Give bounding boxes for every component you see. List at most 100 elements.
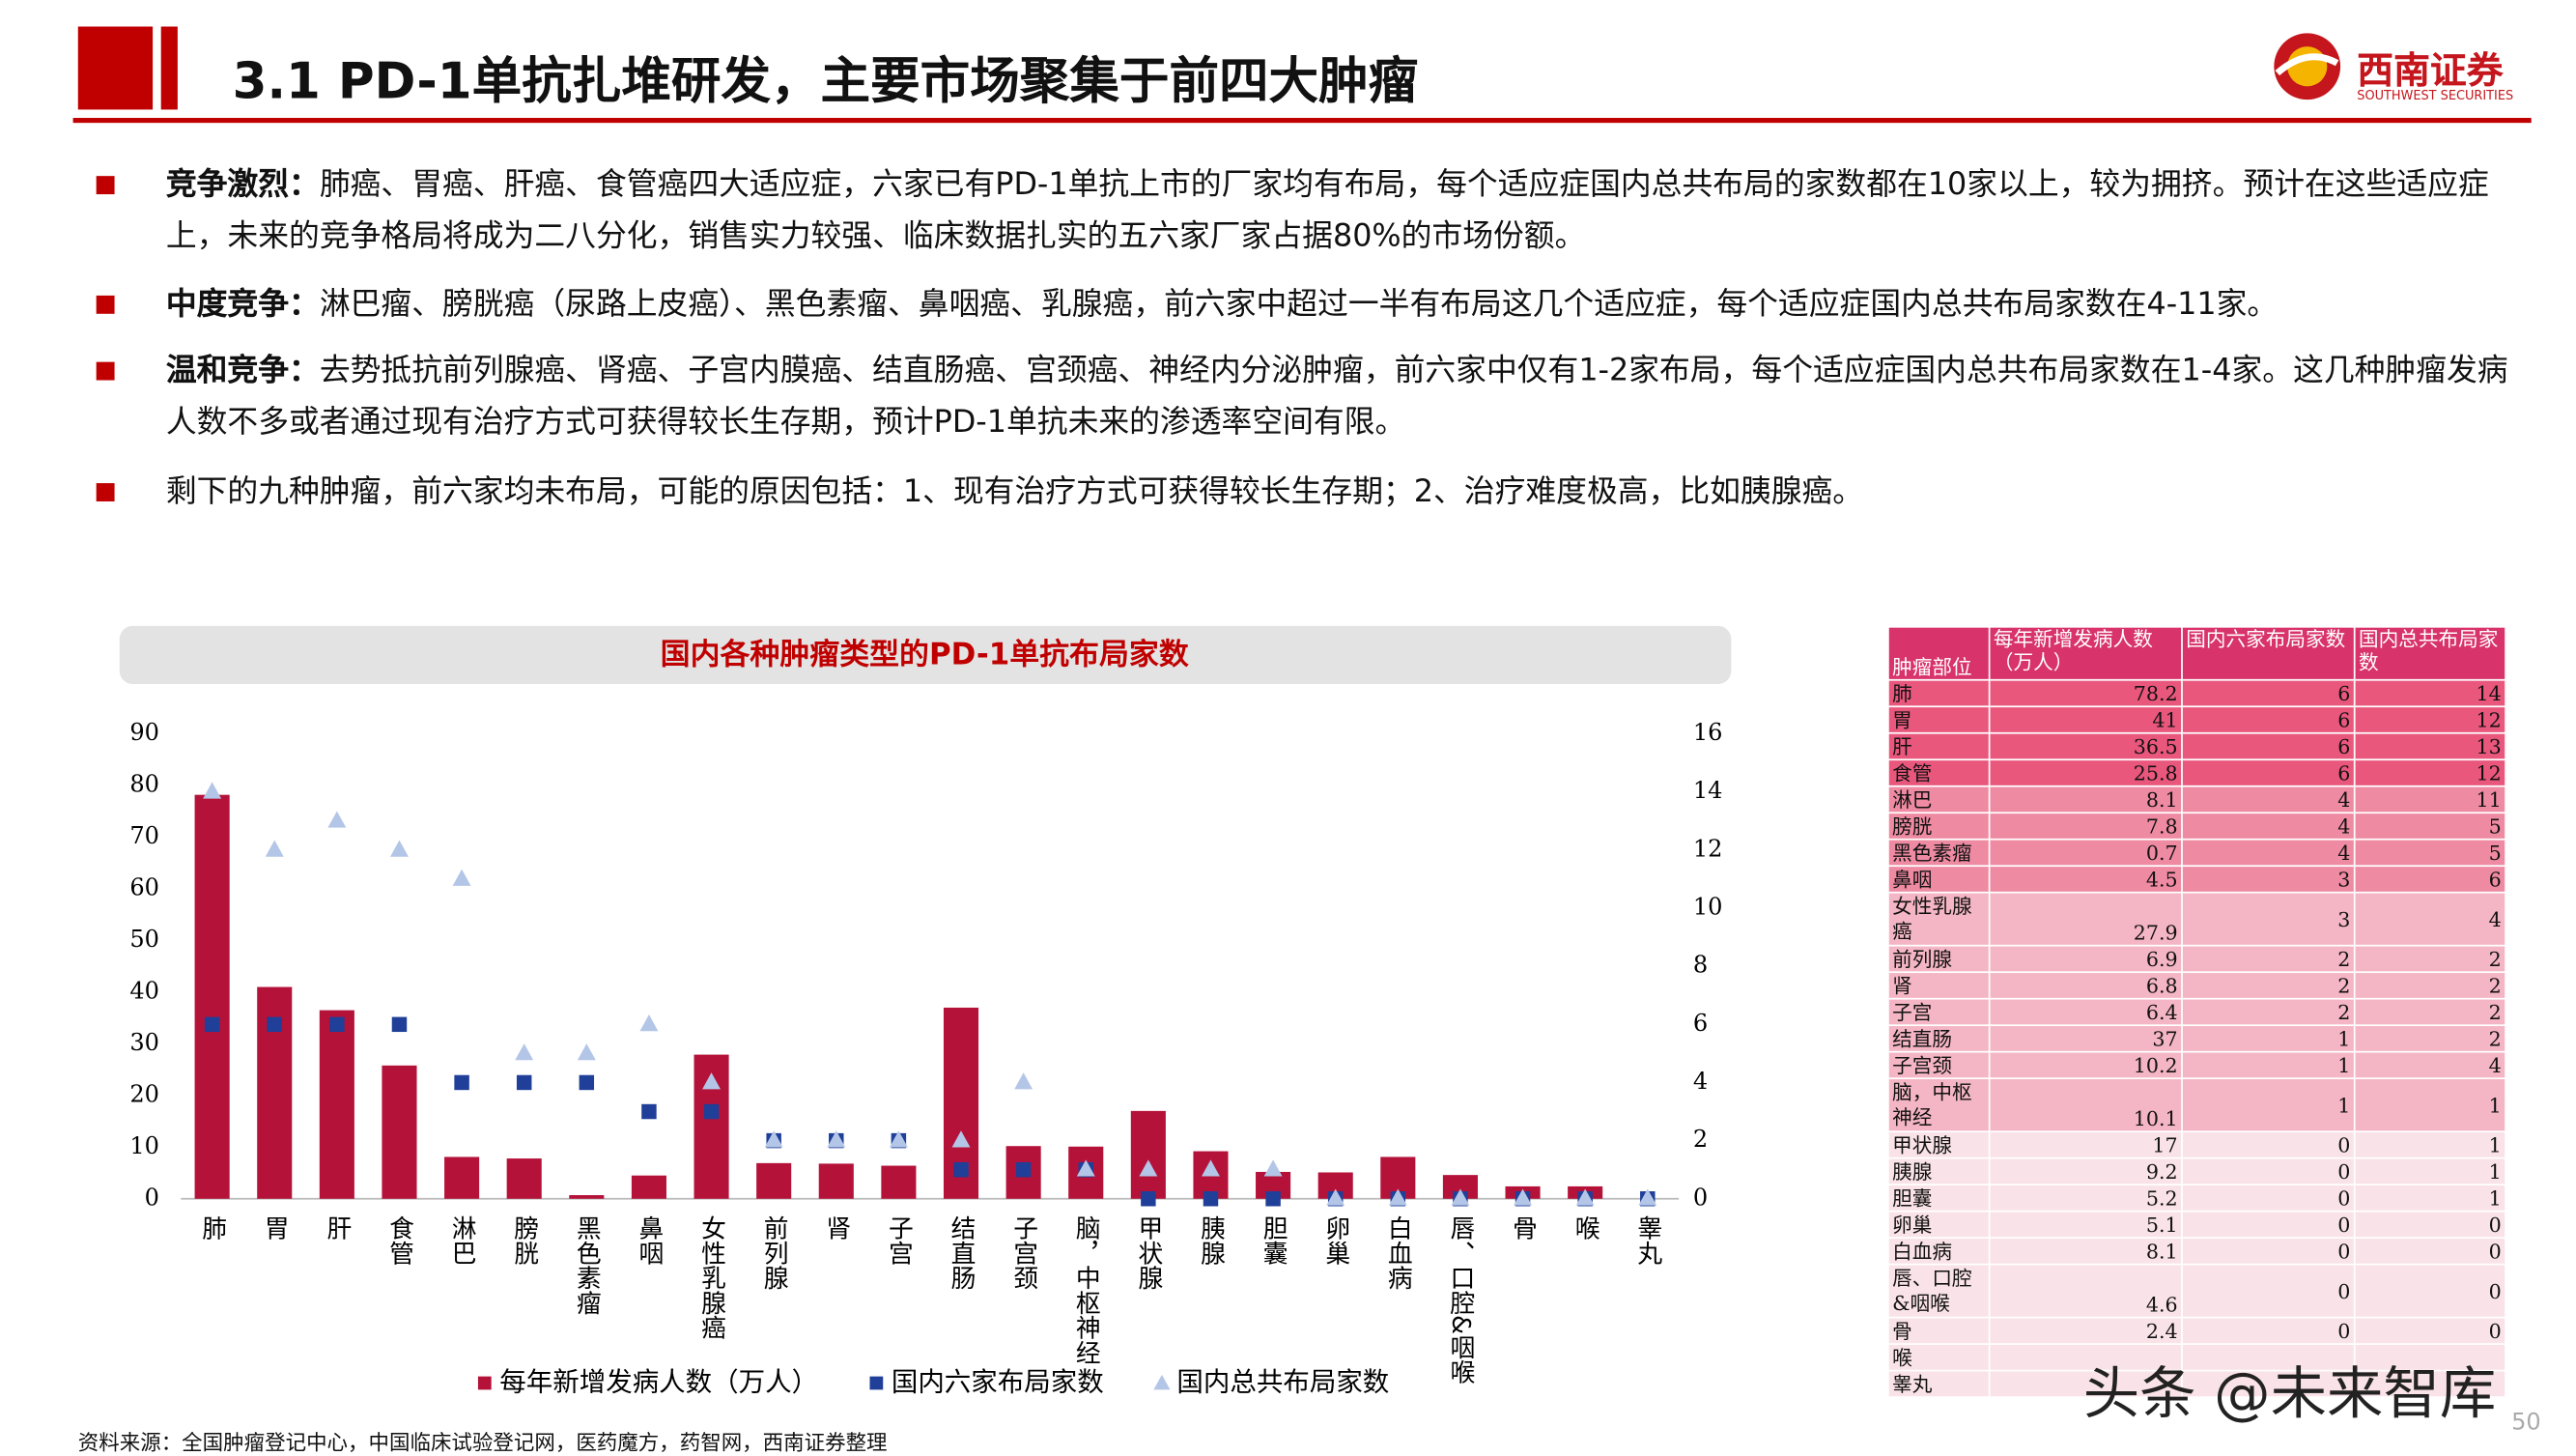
- table-cell: [2181, 1369, 2356, 1398]
- table-cell: 11: [2353, 785, 2506, 814]
- table-cell: 2: [2353, 971, 2506, 1000]
- table-cell: 黑色素瘤: [1886, 838, 1991, 868]
- table-cell: 肾: [1886, 971, 1991, 1000]
- y-tick-label: 90: [129, 719, 159, 746]
- bar: [1130, 1110, 1166, 1199]
- y2-tick-label: 8: [1693, 952, 1708, 979]
- table-cell: 2: [2181, 971, 2356, 1000]
- table-cell: 6: [2181, 705, 2356, 734]
- table-cell: 0: [2181, 1263, 2356, 1319]
- table-row: 白血病 8.1 0 0: [1886, 1237, 2506, 1266]
- square-marker: [1203, 1191, 1219, 1207]
- x-tick-label: 胰腺: [1196, 1215, 1225, 1266]
- triangle-marker: [1638, 1188, 1657, 1206]
- table-cell: 睾丸: [1886, 1369, 1991, 1398]
- bar: [444, 1156, 480, 1199]
- table-cell: 1: [2181, 1077, 2356, 1133]
- square-marker: [391, 1016, 408, 1033]
- table-cell: 食管: [1886, 758, 1991, 787]
- bullet-text: 剩下的九种肿瘤，前六家均未布局，可能的原因包括：1、现有治疗方式可获得较长生存期…: [165, 474, 1864, 510]
- bar: [881, 1165, 917, 1199]
- bullet: 剩下的九种肿瘤，前六家均未布局，可能的原因包括：1、现有治疗方式可获得较长生存期…: [96, 467, 2523, 518]
- table-row: 睾丸: [1886, 1369, 2506, 1398]
- table-row: 膀胱 7.8 4 5: [1886, 812, 2506, 841]
- bullet-text: 去势抵抗前列腺癌、肾癌、子宫内膜癌、结直肠癌、宫颈癌、神经内分泌肿瘤，前六家中仅…: [165, 354, 2508, 441]
- table-row: 胰腺 9.2 0 1: [1886, 1156, 2506, 1186]
- table-cell: 4.6: [1988, 1263, 2183, 1319]
- legend-swatch: [477, 1376, 492, 1390]
- square-marker: [204, 1016, 220, 1033]
- square-marker: [516, 1074, 532, 1091]
- x-tick-label: 女性乳腺癌: [697, 1215, 726, 1340]
- table-cell: 骨: [1886, 1316, 1991, 1345]
- table-cell: 14: [2353, 678, 2506, 708]
- x-tick-label: 卵巢: [1321, 1215, 1350, 1266]
- triangle-marker: [1514, 1188, 1533, 1206]
- table-cell: 4: [2181, 785, 2356, 814]
- table-row: 食管 25.8 6 12: [1886, 758, 2506, 787]
- table-cell: 0: [2353, 1316, 2506, 1345]
- table-cell: 0: [2181, 1210, 2356, 1240]
- table-cell: 6: [2353, 865, 2506, 894]
- x-tick-label: 黑色素瘤: [572, 1215, 601, 1315]
- table-cell: 78.2: [1988, 678, 2183, 708]
- table-cell: [1988, 1369, 2183, 1398]
- table-cell: 4.5: [1988, 865, 2183, 894]
- table-cell: 1: [2353, 1130, 2506, 1159]
- table-cell: 10.1: [1988, 1077, 2183, 1133]
- chart-title: 国内各种肿瘤类型的PD-1单抗布局家数: [661, 637, 1189, 671]
- triangle-marker: [951, 1130, 971, 1148]
- x-tick-label: 脑，中枢神经: [1071, 1215, 1100, 1365]
- table-cell: 5: [2353, 812, 2506, 841]
- table-cell: 1: [2353, 1156, 2506, 1186]
- data-table: 肿瘤部位 每年新增发病人数（万人） 国内六家布局家数 国内总共布局家数肺 78.2 6 14…: [1886, 625, 2506, 1398]
- triangle-marker: [827, 1130, 846, 1148]
- bullet: 温和竞争：去势抵抗前列腺癌、肾癌、子宫内膜癌、结直肠癌、宫颈癌、神经内分泌肿瘤，…: [96, 345, 2523, 448]
- triangle-marker: [327, 811, 347, 828]
- chart-title-bg: [119, 625, 1732, 685]
- table-cell: [2353, 1369, 2506, 1398]
- table-cell: 7.8: [1988, 812, 2183, 841]
- header-block: [77, 26, 154, 110]
- bar: [194, 794, 230, 1199]
- x-tick-label: 甲状腺: [1134, 1215, 1163, 1290]
- table-cell: [2181, 1343, 2356, 1372]
- table-row: 唇、口腔&咽喉 4.6 0 0: [1886, 1263, 2506, 1319]
- table-row: 肾 6.8 2 2: [1886, 971, 2506, 1000]
- y2-tick-label: 14: [1693, 777, 1723, 804]
- table-cell: 2: [2353, 997, 2506, 1027]
- table-cell: 卵巢: [1886, 1210, 1991, 1240]
- legend-swatch: [869, 1376, 884, 1390]
- table-cell: 唇、口腔&咽喉: [1886, 1263, 1991, 1319]
- table-cell: 鼻咽: [1886, 865, 1991, 894]
- bullet-lead: 竞争激烈：: [165, 167, 320, 203]
- table-cell: 13: [2353, 731, 2506, 761]
- table-row: 肺 78.2 6 14: [1886, 678, 2506, 708]
- table-cell: 2: [2181, 997, 2356, 1027]
- table-cell: 胃: [1886, 705, 1991, 734]
- triangle-marker: [203, 782, 222, 799]
- square-marker: [953, 1161, 969, 1178]
- x-tick-label: 结直肠: [947, 1215, 976, 1291]
- triangle-marker: [764, 1130, 783, 1148]
- square-marker: [454, 1074, 469, 1091]
- bullet-lead: 中度竞争：: [165, 287, 320, 323]
- bullet-text: 肺癌、胃癌、肝癌、食管癌四大适应症，六家已有PD-1单抗上市的厂家均有布局，每个…: [165, 167, 2489, 254]
- table-row: 骨 2.4 0 0: [1886, 1316, 2506, 1345]
- triangle-marker: [452, 869, 471, 886]
- logo-sub: SOUTHWEST SECURITIES: [2357, 88, 2514, 103]
- square-marker: [1265, 1191, 1281, 1207]
- x-tick-label: 膀胱: [510, 1215, 539, 1266]
- triangle-marker: [1575, 1188, 1595, 1206]
- table-row: 甲状腺 17 0 1: [1886, 1130, 2506, 1159]
- table-cell: 6: [2181, 731, 2356, 761]
- y-tick-label: 70: [129, 822, 159, 849]
- table-cell: 淋巴: [1886, 785, 1991, 814]
- triangle-marker: [1202, 1159, 1220, 1177]
- table-row: 结直肠 37 1 2: [1886, 1024, 2506, 1053]
- watermark: 头条 @未来智库: [2082, 1361, 2497, 1428]
- logo-mark: [2274, 33, 2341, 100]
- table-cell: 0: [2353, 1263, 2506, 1319]
